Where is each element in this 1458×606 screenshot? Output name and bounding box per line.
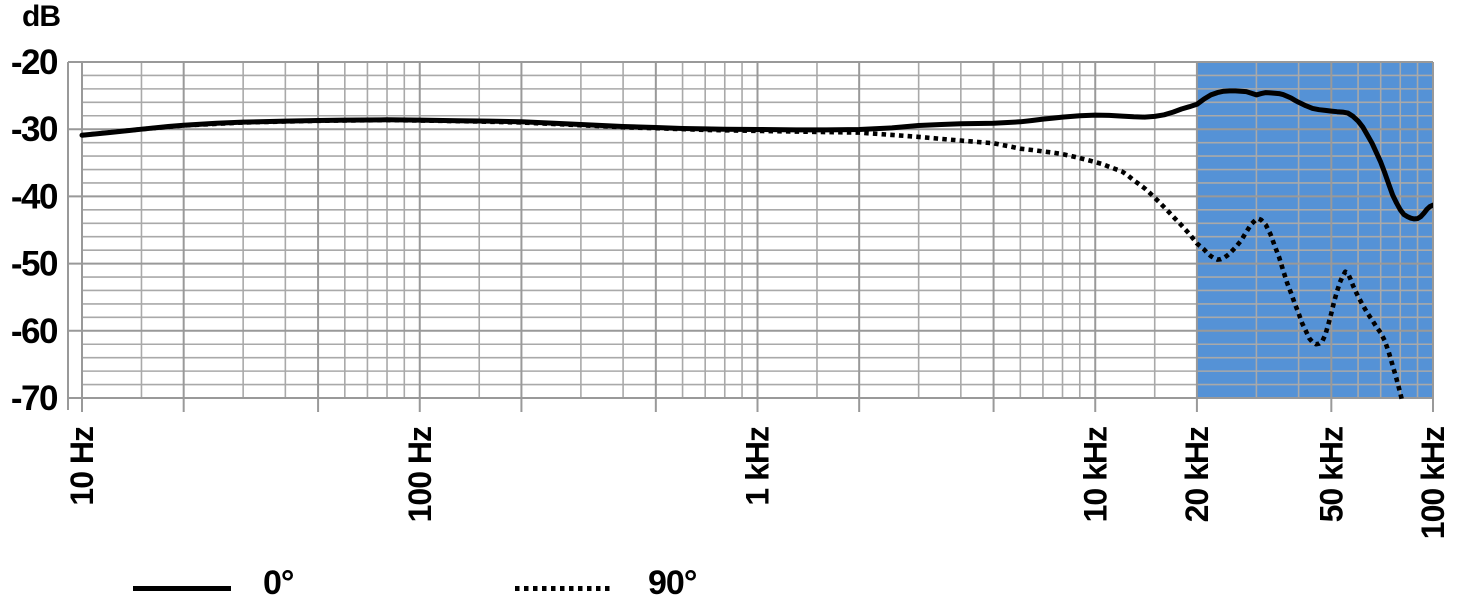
x-tick-label: 100 kHz	[1415, 427, 1451, 539]
x-tick-label: 50 kHz	[1313, 427, 1349, 522]
legend-line-solid-icon	[133, 586, 231, 591]
x-tick-label: 10 kHz	[1077, 427, 1113, 522]
y-tick-label: -20	[11, 43, 58, 82]
legend-line-dotted-icon	[515, 586, 614, 591]
x-tick-label: 1 kHz	[740, 427, 776, 506]
y-tick-label: -60	[11, 312, 58, 351]
y-tick-label: -30	[11, 110, 58, 149]
y-tick-label: -50	[11, 245, 58, 284]
curve-90deg	[81, 117, 1405, 400]
legend-label-90deg: 90°	[648, 564, 697, 602]
x-tick-label: 10 Hz	[64, 427, 100, 506]
y-tick-label: -40	[11, 177, 58, 216]
curve-0deg	[79, 88, 1433, 222]
y-axis-unit-label: dB	[22, 0, 61, 33]
y-tick-label: -70	[11, 379, 58, 418]
legend-label-0deg: 0°	[263, 564, 295, 602]
highlight-region	[1196, 62, 1433, 398]
x-tick-label: 20 kHz	[1179, 427, 1215, 522]
x-tick-label: 100 Hz	[402, 427, 438, 522]
